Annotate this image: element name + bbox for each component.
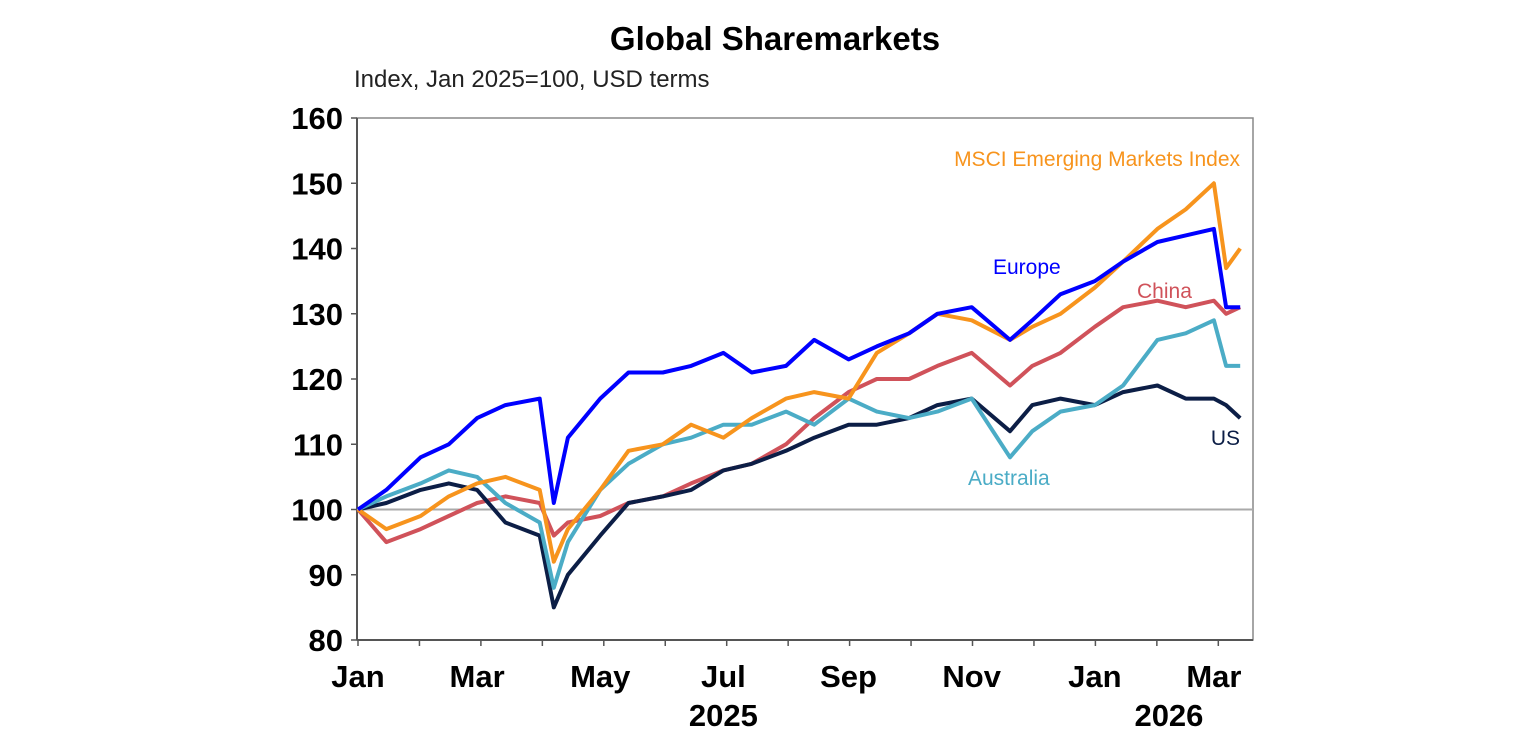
y-tick-label: 140 <box>291 232 343 267</box>
chart-subtitle: Index, Jan 2025=100, USD terms <box>354 66 710 93</box>
x-tick-label: Sep <box>820 659 877 694</box>
x-tick-label: Mar <box>450 659 505 694</box>
y-tick-label: 120 <box>291 362 343 397</box>
x-tick-label: Jan <box>1068 659 1121 694</box>
y-tick-label: 110 <box>293 427 343 462</box>
y-tick-label: 90 <box>309 558 343 593</box>
y-tick-label: 100 <box>291 493 343 528</box>
x-tick-label: Jan <box>331 659 384 694</box>
plot-frame <box>356 117 1254 641</box>
x-tick-label: Jul <box>701 659 746 694</box>
series-label-msci-emerging-markets-index: MSCI Emerging Markets Index <box>954 148 1240 171</box>
y-tick-label: 80 <box>309 623 343 658</box>
year-label: 2026 <box>1134 698 1203 733</box>
series-label-us: US <box>1211 427 1240 450</box>
series-line-us <box>357 383 1242 610</box>
series-label-europe: Europe <box>993 256 1061 279</box>
series-line-china <box>356 298 1242 545</box>
x-tick-label: Mar <box>1186 659 1241 694</box>
series-line-europe <box>356 226 1241 512</box>
chart-title: Global Sharemarkets <box>610 20 940 57</box>
series-line-australia <box>357 318 1241 590</box>
x-tick-label: Nov <box>942 659 1001 694</box>
y-tick-label: 160 <box>291 101 343 136</box>
year-label: 2025 <box>689 698 758 733</box>
x-tick-label: May <box>570 659 631 694</box>
series-label-australia: Australia <box>968 467 1050 490</box>
y-tick-label: 130 <box>291 297 343 332</box>
y-tick-label: 150 <box>291 166 343 201</box>
series-label-china: China <box>1137 280 1192 303</box>
